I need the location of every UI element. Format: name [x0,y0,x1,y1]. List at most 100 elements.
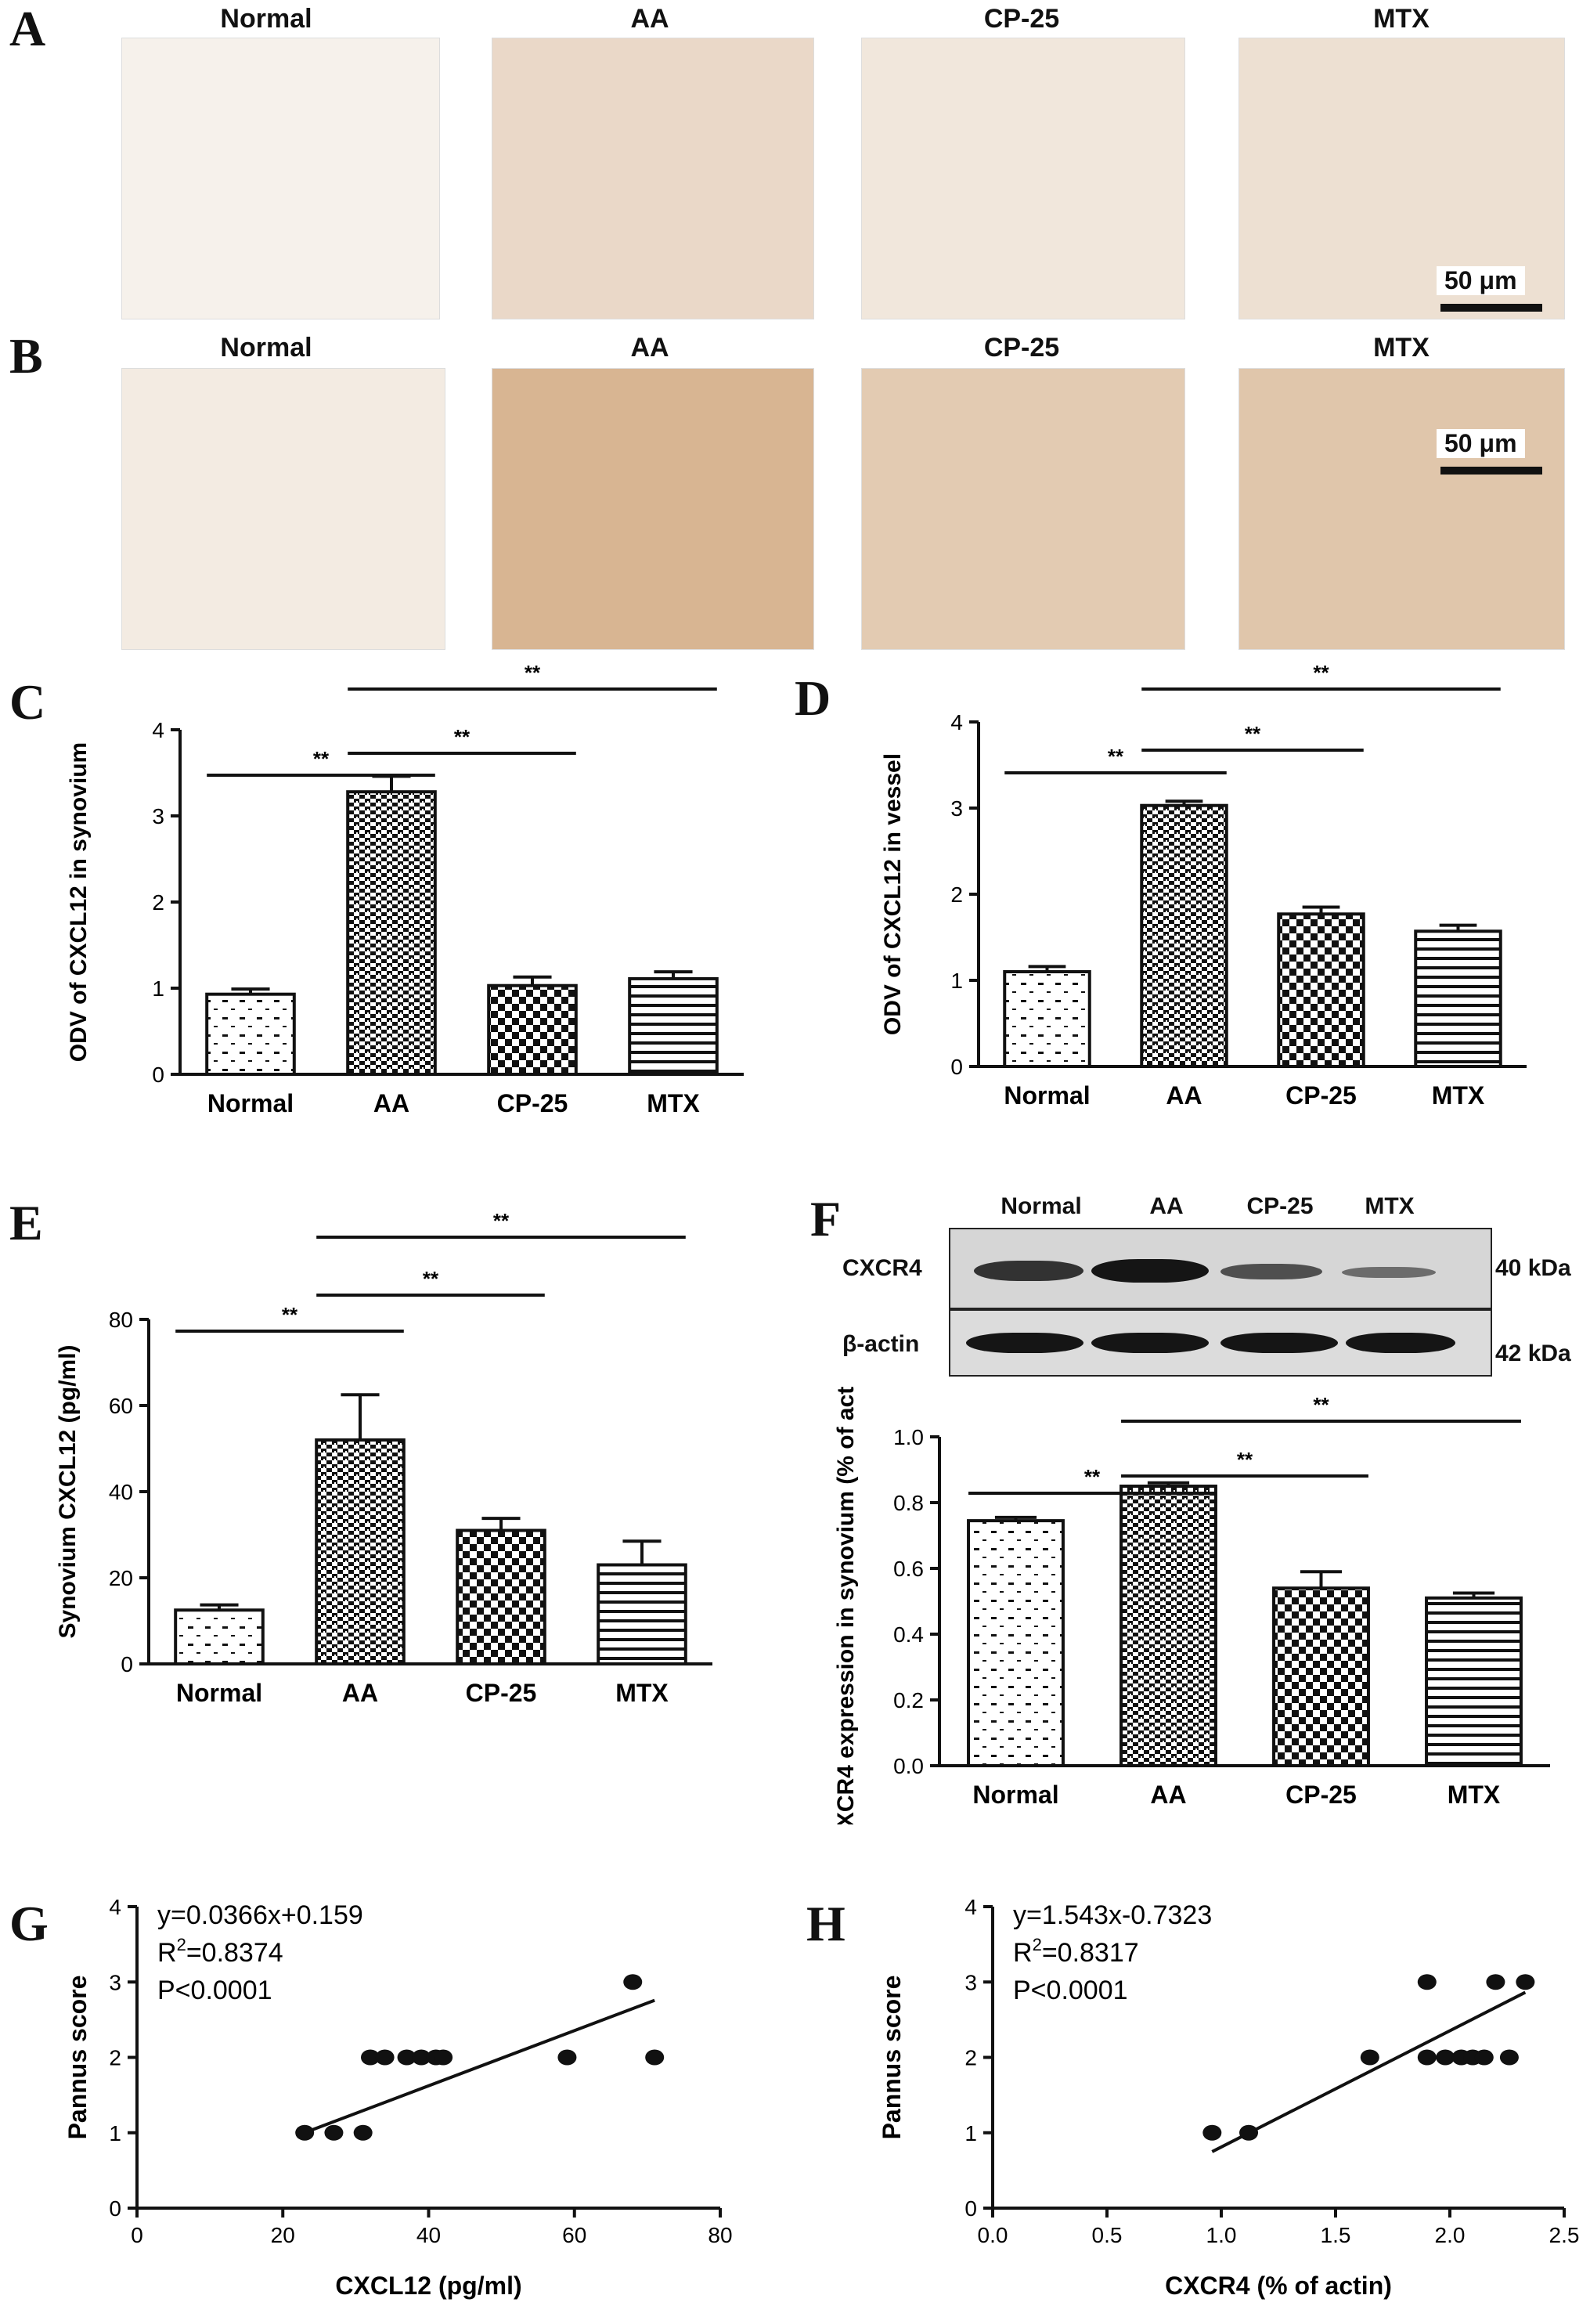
y-tick-label: 4 [964,1895,977,1919]
y-tick-label: 1 [950,969,963,993]
y-tick-label: 0.0 [893,1754,924,1778]
data-point [353,2124,373,2141]
y-tick-label: 3 [152,804,164,828]
micrograph-b-aa [492,368,814,650]
bar [967,1519,1065,1767]
bar [1003,970,1091,1068]
x-axis-label: CXCL12 (pg/ml) [335,2272,521,2300]
y-tick-label: 20 [109,1566,133,1590]
y-tick-label: 1 [109,2121,121,2145]
band-actin-normal [966,1333,1083,1353]
regression-line [304,1998,655,2135]
y-tick-label: 4 [950,710,963,734]
x-tick-label: MTX [1432,1081,1485,1110]
annotation: R2=0.8317 [1013,1935,1139,1968]
x-tick-label: CP-25 [1285,1781,1357,1809]
x-tick-label: 40 [416,2223,441,2247]
y-tick-label: 2 [152,890,164,915]
data-point [361,2049,380,2066]
data-point [645,2049,665,2066]
scalebar-b [1440,467,1542,475]
y-tick-label: 0.6 [893,1557,924,1581]
x-tick-label: AA [373,1089,409,1117]
bar [597,1563,687,1665]
y-axis-label: ODV of CXCL12 in vessel [880,753,906,1035]
blot-cxcr4 [949,1228,1492,1309]
band-actin-aa [1091,1333,1209,1353]
bar [628,976,719,1076]
chart-h: 0 1 2 3 4 0.0 0.5 1.0 1.5 2.0 2.5 CXCR4 (% of actin… [878,1895,1579,2300]
y-tick-label: 80 [109,1308,133,1332]
micrograph-b-cp25 [861,368,1185,650]
significance-label: ** [1237,1448,1253,1471]
annotation: P<0.0001 [1013,1976,1128,2005]
x-tick-label: Normal [972,1781,1058,1809]
bar [1414,929,1502,1068]
band-cxcr4-mtx [1342,1267,1436,1278]
panel-b-label-normal: Normal [220,333,312,363]
significance-label: ** [525,666,541,684]
y-tick-label: 0 [152,1063,164,1087]
bar [1140,803,1228,1068]
significance-label: ** [282,1303,298,1326]
y-tick-label: 60 [109,1394,133,1418]
panel-b-label-mtx: MTX [1373,333,1430,363]
bar [346,790,437,1076]
y-axis-label: Synovium CXCL12 (pg/ml) [55,1344,81,1638]
chart-c: 0 1 2 3 4 Normal AA CP-25 MTX ODV of CXCL12 in sy… [66,666,744,1117]
data-point [1202,2124,1222,2141]
y-tick-label: 2 [950,882,963,907]
x-axis-label: CXCR4 (% of actin) [1165,2272,1392,2300]
x-tick-label: AA [1166,1081,1202,1110]
data-point [397,2049,416,2066]
y-tick-label: 0 [121,1652,133,1676]
significance-label: ** [1084,1465,1101,1489]
significance-label: ** [493,1209,510,1232]
panel-letter-h: H [806,1896,845,1951]
band-cxcr4-cp25 [1220,1264,1322,1279]
blot-row-actin-label: β-actin [842,1331,920,1357]
y-tick-label: 40 [109,1480,133,1504]
annotation: y=0.0366x+0.159 [157,1900,363,1930]
data-point [1417,2049,1437,2066]
data-point [557,2049,577,2066]
x-tick-label: 20 [271,2223,295,2247]
data-point [1474,2049,1494,2066]
y-tick-label: 0 [950,1055,963,1079]
y-tick-label: 4 [152,718,164,742]
bar [1272,1586,1370,1768]
significance-label: ** [423,1267,439,1290]
scalebar-a-label: 50 μm [1437,266,1525,295]
micrograph-a-cp25 [861,38,1185,319]
y-tick-label: 1 [152,976,164,1001]
bar [1425,1596,1523,1767]
y-axis-label: Pannus score [878,1976,906,2140]
micrograph-b-mtx [1238,368,1565,650]
band-actin-mtx [1346,1333,1455,1353]
y-tick-label: 3 [950,796,963,821]
x-tick-label: Normal [1004,1081,1090,1110]
x-tick-label: 2.0 [1435,2223,1466,2247]
blot-lane-mtx: MTX [1365,1193,1415,1219]
y-axis-label: Pannus score [63,1976,92,2140]
band-cxcr4-aa [1091,1259,1209,1283]
panel-a-label-aa: AA [630,4,669,34]
y-tick-label: 3 [964,1970,977,1994]
x-tick-label: MTX [647,1089,700,1117]
significance-label: ** [1108,745,1124,768]
panel-letter-g: G [9,1896,49,1951]
data-point [324,2124,344,2141]
micrograph-b-normal [121,368,445,650]
blot-row-cxcr4-label: CXCR4 [842,1255,922,1281]
annotation: R2=0.8374 [157,1935,283,1968]
data-point [295,2124,315,2141]
significance-label: ** [1313,1393,1329,1416]
significance-label: ** [454,725,471,749]
y-tick-label: 4 [109,1895,121,1919]
annotation: P<0.0001 [157,1976,272,2005]
y-tick-label: 2 [964,2046,977,2070]
blot-lane-cp25: CP-25 [1246,1193,1314,1219]
x-tick-label: AA [342,1679,378,1707]
panel-letter-a: A [9,1,46,56]
